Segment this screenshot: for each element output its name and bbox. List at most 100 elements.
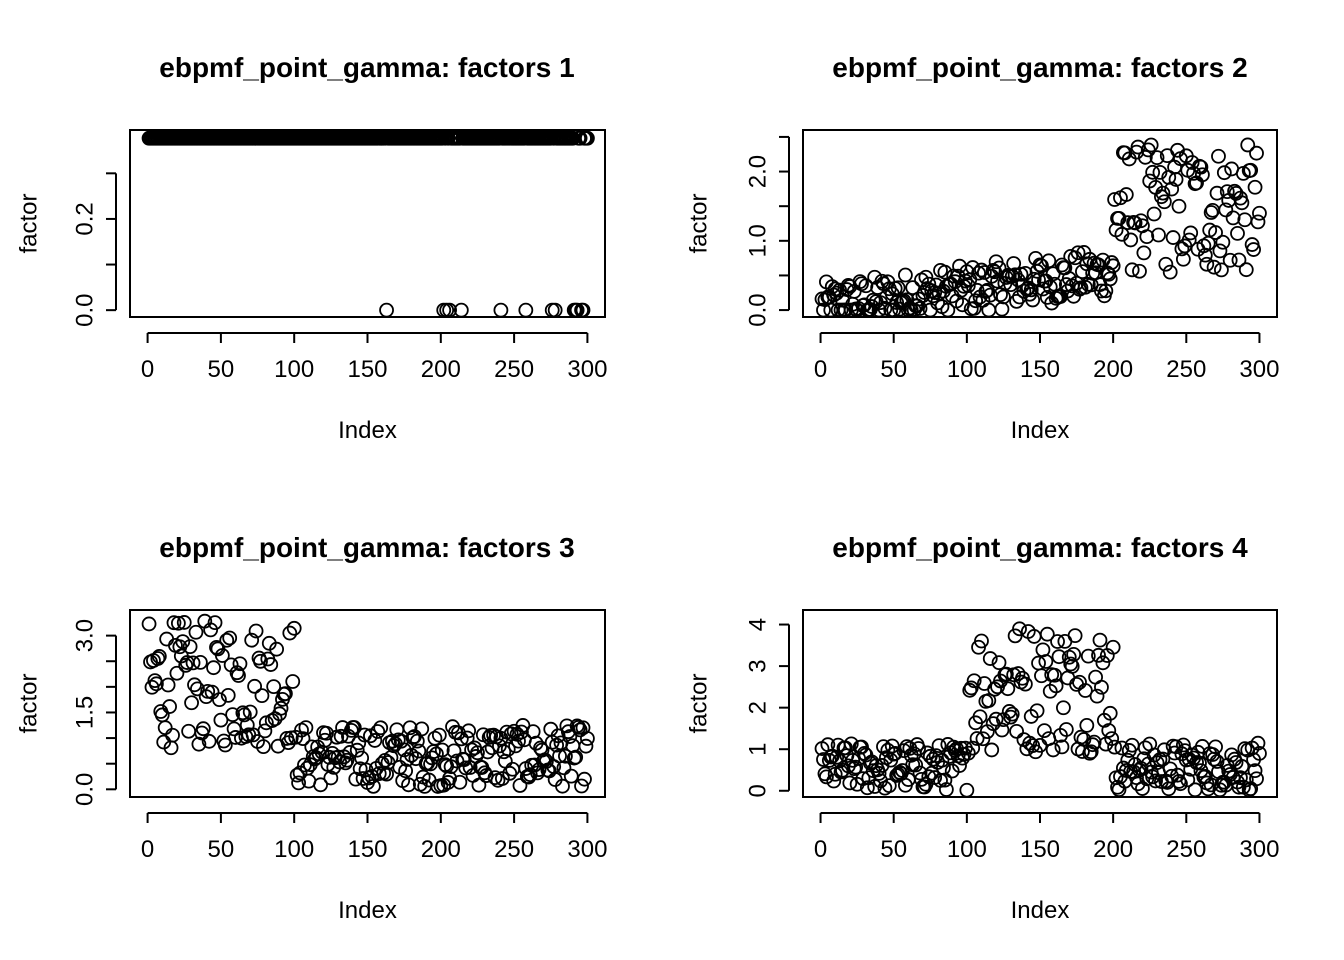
data-point — [176, 615, 192, 630]
data-point — [1187, 782, 1203, 798]
data-point — [242, 704, 258, 720]
x-axis-label: Index — [1011, 417, 1070, 444]
data-point — [150, 651, 166, 666]
data-point — [1164, 181, 1180, 197]
x-axis-label: Index — [338, 897, 397, 924]
data-point — [887, 746, 903, 761]
x-tick-label: 300 — [1239, 836, 1279, 863]
data-point — [1158, 256, 1174, 272]
data-point — [1054, 739, 1070, 755]
data-point — [493, 302, 509, 318]
data-point — [257, 723, 273, 739]
y-tick-label: 0.0 — [744, 293, 771, 326]
data-point — [1200, 781, 1216, 797]
data-point — [203, 622, 219, 638]
data-point — [373, 720, 389, 736]
data-point — [1102, 705, 1118, 721]
data-point — [1231, 252, 1247, 268]
data-point — [968, 293, 984, 309]
data-point — [1077, 683, 1093, 698]
data-point — [1249, 771, 1264, 787]
data-point — [931, 738, 947, 754]
x-tick-label: 0 — [141, 356, 154, 383]
data-point — [848, 759, 864, 775]
data-point — [1107, 739, 1123, 755]
y-tick-label: 1.5 — [71, 696, 98, 729]
data-point — [192, 654, 208, 670]
data-point — [175, 634, 191, 650]
data-point — [1137, 149, 1153, 165]
data-point — [355, 771, 371, 786]
data-point — [1124, 262, 1140, 278]
data-point — [396, 742, 412, 758]
x-axis-label: Index — [1011, 897, 1070, 924]
data-point — [981, 302, 997, 318]
data-point — [427, 730, 443, 746]
data-point — [1238, 772, 1254, 788]
data-point — [917, 285, 932, 300]
data-point — [1193, 159, 1209, 175]
data-point — [160, 677, 176, 693]
data-point — [1171, 198, 1187, 214]
data-point — [148, 676, 164, 692]
y-tick-label: 3.0 — [71, 619, 98, 652]
data-point — [1155, 751, 1171, 767]
data-point — [414, 721, 430, 737]
data-point — [556, 760, 572, 776]
data-point — [206, 660, 221, 676]
chart-title: ebpmf_point_gamma: factors 3 — [159, 532, 574, 563]
data-point — [1225, 210, 1241, 226]
data-point — [1212, 243, 1228, 259]
data-point — [1156, 194, 1172, 210]
data-point — [1174, 241, 1190, 257]
x-tick-label: 50 — [880, 356, 907, 383]
data-point — [1238, 262, 1254, 278]
data-point — [953, 282, 969, 298]
data-point — [930, 295, 945, 311]
data-point — [212, 692, 227, 708]
data-point — [1086, 734, 1102, 750]
data-point — [502, 765, 518, 781]
y-tick-label: 0.0 — [71, 293, 98, 326]
data-point — [424, 750, 440, 766]
data-point — [497, 753, 513, 769]
data-point — [292, 765, 308, 781]
data-point — [170, 615, 186, 631]
data-point — [220, 687, 236, 703]
data-point — [222, 630, 238, 646]
data-point — [487, 770, 503, 786]
data-point — [1145, 164, 1161, 180]
x-tick-label: 250 — [1166, 356, 1206, 383]
data-point — [569, 302, 585, 318]
data-point — [1206, 259, 1222, 275]
data-point — [574, 778, 589, 794]
data-point — [1095, 655, 1111, 671]
data-point — [1215, 234, 1231, 250]
y-tick-label: 0.0 — [71, 773, 98, 806]
data-point — [991, 655, 1007, 671]
data-point — [166, 615, 182, 631]
data-point — [1132, 263, 1147, 279]
data-point — [471, 777, 487, 793]
data-point — [977, 265, 992, 280]
data-point — [231, 668, 246, 683]
data-point — [370, 724, 386, 739]
x-tick-label: 150 — [1020, 356, 1060, 383]
data-point — [1105, 258, 1121, 274]
data-point — [1080, 648, 1096, 664]
data-point — [402, 720, 418, 736]
data-point — [1246, 242, 1261, 257]
data-point — [908, 757, 924, 773]
data-point — [1216, 165, 1232, 181]
panel-factors-3: ebpmf_point_gamma: factors 3 0 50 100 150 200… — [15, 532, 607, 924]
data-point — [313, 777, 328, 793]
data-point — [918, 269, 934, 285]
data-point — [226, 721, 242, 737]
data-point — [1023, 282, 1039, 298]
data-point — [1247, 763, 1263, 779]
y-axis-label: factor — [15, 193, 42, 253]
data-point — [191, 736, 207, 752]
data-point — [1092, 632, 1108, 648]
data-point — [201, 733, 217, 749]
data-point — [470, 745, 485, 761]
